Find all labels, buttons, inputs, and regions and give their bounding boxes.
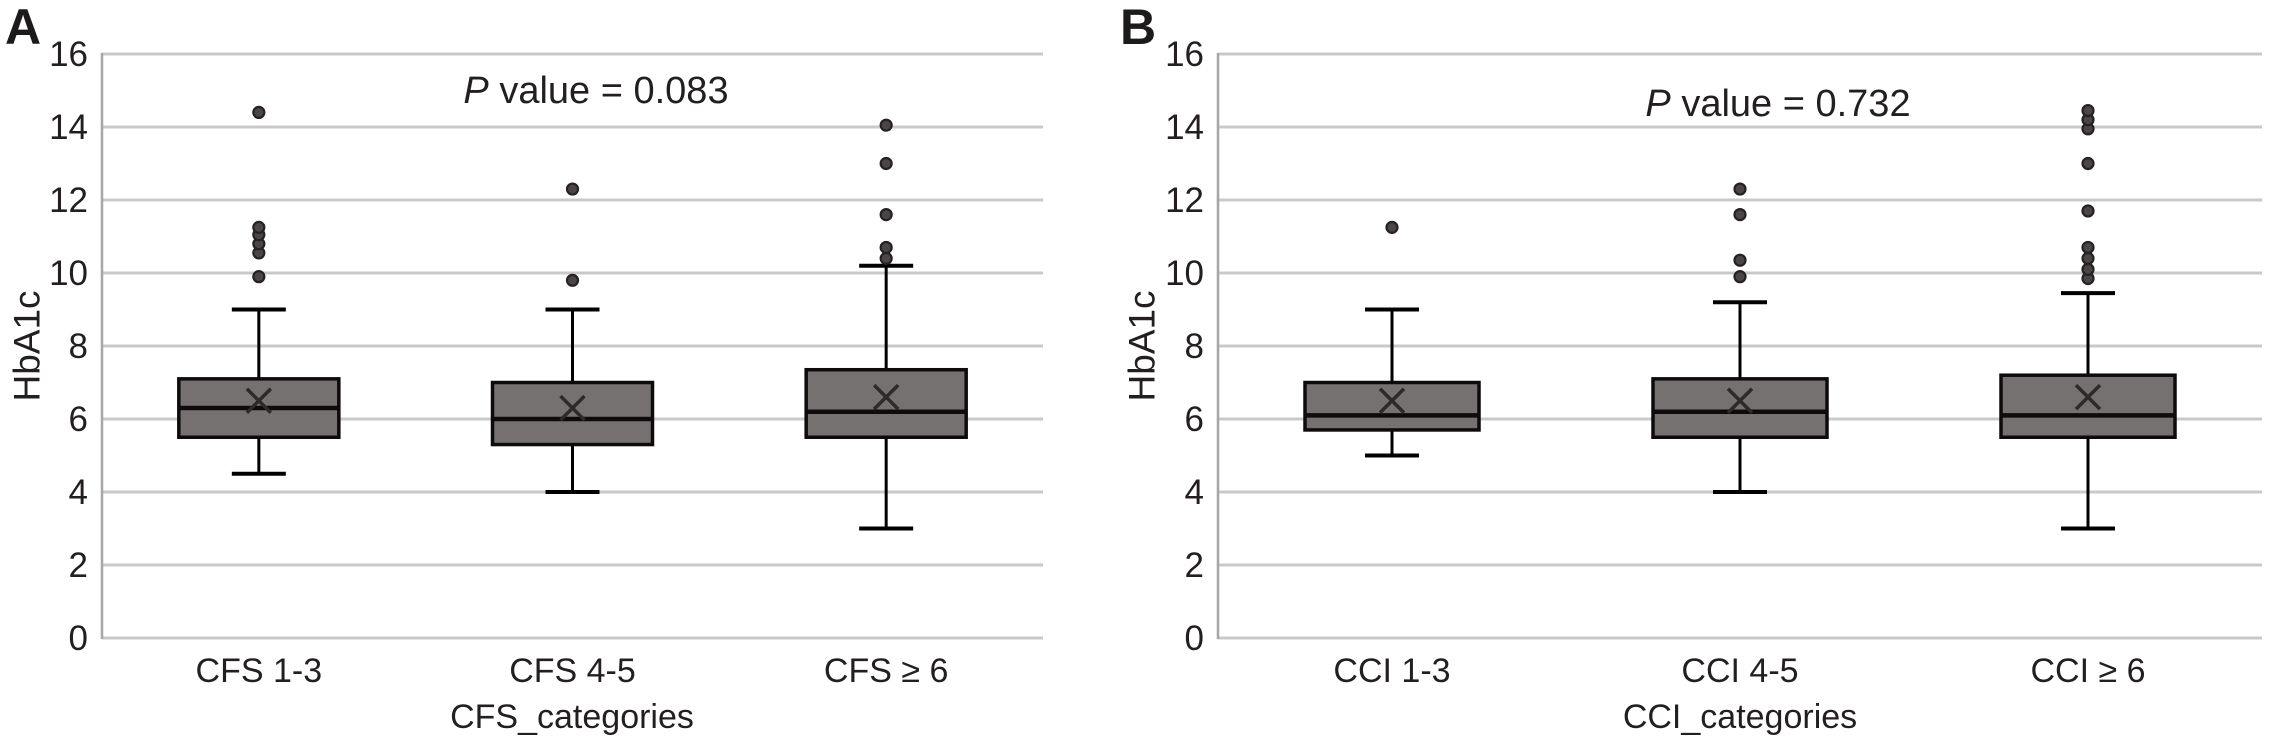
x-category-label: CCI 4-5 xyxy=(1681,652,1798,690)
panel-b-pvalue: P value = 0.732 xyxy=(1645,85,1910,123)
y-tick-label: 6 xyxy=(1185,400,1204,439)
outlier-point xyxy=(879,118,893,132)
y-tick-label: 4 xyxy=(1185,473,1204,512)
x-category-label: CFS 4-5 xyxy=(509,652,636,690)
panel-b-y-axis-title: HbA1c xyxy=(1121,290,1163,402)
iqr-box xyxy=(1651,377,1829,440)
iqr-box xyxy=(1999,373,2177,440)
y-tick-label: 8 xyxy=(1185,327,1204,366)
p-symbol: P xyxy=(463,70,489,112)
p-symbol: P xyxy=(1645,83,1671,125)
p-text: value = 0.732 xyxy=(1670,83,1911,125)
x-category-label: CCI ≥ 6 xyxy=(2030,652,2145,690)
outlier-point xyxy=(1385,220,1399,234)
outlier-point xyxy=(2081,204,2095,218)
outlier-point xyxy=(1733,270,1747,284)
outlier-point xyxy=(1733,253,1747,267)
iqr-box xyxy=(1303,380,1481,432)
y-tick-label: 16 xyxy=(1165,35,1204,74)
mean-marker xyxy=(1378,387,1406,414)
iqr-box xyxy=(490,380,655,447)
panel-a-label: A xyxy=(5,0,42,55)
outlier-point xyxy=(2081,103,2095,118)
outlier-point xyxy=(879,251,893,265)
mean-marker xyxy=(872,383,900,411)
mean-marker xyxy=(559,394,586,422)
panel-b-label: B xyxy=(1120,0,1157,55)
outlier-point xyxy=(565,273,580,287)
y-tick-label: 12 xyxy=(1165,181,1204,220)
outlier-point xyxy=(879,208,893,222)
y-tick-label: 6 xyxy=(69,400,88,439)
y-tick-label: 12 xyxy=(49,181,88,220)
outlier-point xyxy=(2081,262,2095,276)
panel-a-pvalue: P value = 0.083 xyxy=(463,72,728,110)
y-tick-label: 10 xyxy=(49,254,88,293)
outlier-point xyxy=(2081,240,2095,255)
y-tick-label: 4 xyxy=(69,473,88,512)
panel-a-x-axis-title: CFS_categories xyxy=(450,698,694,736)
outlier-point xyxy=(252,105,266,120)
outlier-point xyxy=(879,156,893,171)
x-category-label: CCI 1-3 xyxy=(1333,652,1450,690)
y-tick-label: 0 xyxy=(69,619,88,658)
y-tick-label: 2 xyxy=(69,546,88,585)
x-category-label: CFS 1-3 xyxy=(196,652,323,690)
outlier-point xyxy=(252,270,266,284)
y-tick-label: 2 xyxy=(1185,546,1204,585)
outlier-point xyxy=(879,240,893,255)
panel-b-x-axis-title: CCI_categories xyxy=(1622,698,1858,736)
mean-marker xyxy=(1726,387,1754,414)
p-text: value = 0.083 xyxy=(488,70,729,112)
y-tick-label: 0 xyxy=(1185,619,1204,658)
y-tick-label: 14 xyxy=(49,108,88,147)
mean-marker xyxy=(2074,383,2102,411)
outlier-point xyxy=(252,220,266,234)
y-tick-label: 14 xyxy=(1165,108,1204,147)
panel-a-y-axis-title: HbA1c xyxy=(6,290,48,402)
x-category-label: CFS ≥ 6 xyxy=(824,652,948,690)
outlier-point xyxy=(1733,182,1747,196)
y-tick-label: 10 xyxy=(1165,254,1204,293)
outlier-point xyxy=(1733,208,1747,222)
iqr-box xyxy=(804,367,968,440)
mean-marker xyxy=(245,387,273,414)
outlier-point xyxy=(565,182,580,196)
y-tick-label: 8 xyxy=(69,327,88,366)
y-tick-label: 16 xyxy=(49,35,88,74)
outlier-point xyxy=(2081,251,2095,265)
outlier-point xyxy=(2081,156,2095,171)
